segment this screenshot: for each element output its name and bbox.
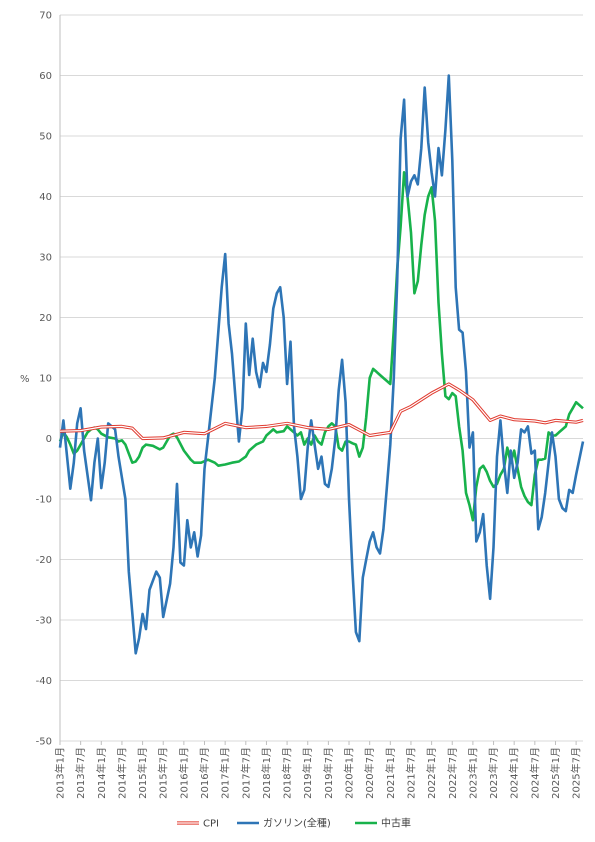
legend-label-0: CPI: [203, 819, 219, 830]
gridlines: [59, 14, 583, 742]
x-tick-label: 2022年1月: [425, 747, 438, 799]
y-tick-label: 20: [39, 313, 52, 324]
y-tick-label: -50: [36, 737, 52, 748]
legend: CPI ガソリン(全種) 中古車: [177, 817, 411, 830]
x-tick-label: 2020年7月: [363, 747, 376, 799]
y-tick-label: -10: [36, 495, 52, 506]
x-tick-label: 2014年1月: [95, 747, 108, 799]
x-tick-label: 2019年7月: [322, 747, 335, 799]
x-tick-label: 2024年7月: [528, 747, 541, 799]
x-tick-label: 2015年7月: [157, 747, 170, 799]
series-line-2: [58, 171, 584, 522]
series-line-cpi-inner: [59, 383, 584, 440]
y-tick-label: 0: [46, 434, 52, 445]
x-tick-label: 2025年7月: [570, 747, 583, 799]
x-tick-label: 2018年7月: [281, 747, 294, 799]
y-tick-label: -40: [36, 676, 52, 687]
x-tick-label: 2014年7月: [115, 747, 128, 799]
x-tick-label: 2021年7月: [404, 747, 417, 799]
y-tick-label: 60: [39, 71, 52, 82]
legend-label-2: 中古車: [381, 817, 411, 830]
y-tick-label: 10: [39, 374, 52, 385]
y-tick-label: 40: [39, 192, 52, 203]
y-axis-ticks: 70 60 50 40 30 20 10 0 -10 -20 -30 -40 -50: [36, 11, 52, 748]
x-tick-label: 2013年1月: [54, 747, 67, 799]
x-tick-label: 2022年7月: [446, 747, 459, 799]
series-line-1: [58, 74, 585, 655]
y-tick-label: -20: [36, 555, 52, 566]
x-tick-label: 2021年1月: [384, 747, 397, 799]
x-tick-label: 2025年1月: [549, 747, 562, 799]
y-tick-label: 30: [39, 253, 52, 264]
x-tick-label: 2017年7月: [239, 747, 252, 799]
x-tick-label: 2016年7月: [198, 747, 211, 799]
y-tick-label: -30: [36, 616, 52, 627]
x-tick-label: 2023年7月: [487, 747, 500, 799]
x-tick-label: 2015年1月: [136, 747, 149, 799]
x-tick-label: 2024年1月: [508, 747, 521, 799]
x-tick-label: 2020年1月: [343, 747, 356, 799]
y-tick-label: 50: [39, 132, 52, 143]
x-axis-ticks: 2013年1月 2013年7月 2014年1月 2014年7月 2015年1月 2015年…: [54, 741, 583, 799]
series-line-cpi: [59, 382, 584, 441]
x-tick-label: 2023年1月: [466, 747, 479, 799]
y-axis-label: %: [20, 374, 30, 385]
x-tick-label: 2017年1月: [219, 747, 232, 799]
series-lines: [58, 74, 585, 655]
x-tick-label: 2013年7月: [74, 747, 87, 799]
x-tick-label: 2016年1月: [177, 747, 190, 799]
x-tick-label: 2019年1月: [301, 747, 314, 799]
y-tick-label: 70: [39, 11, 52, 22]
legend-label-1: ガソリン(全種): [263, 817, 331, 830]
x-tick-label: 2018年1月: [260, 747, 273, 799]
